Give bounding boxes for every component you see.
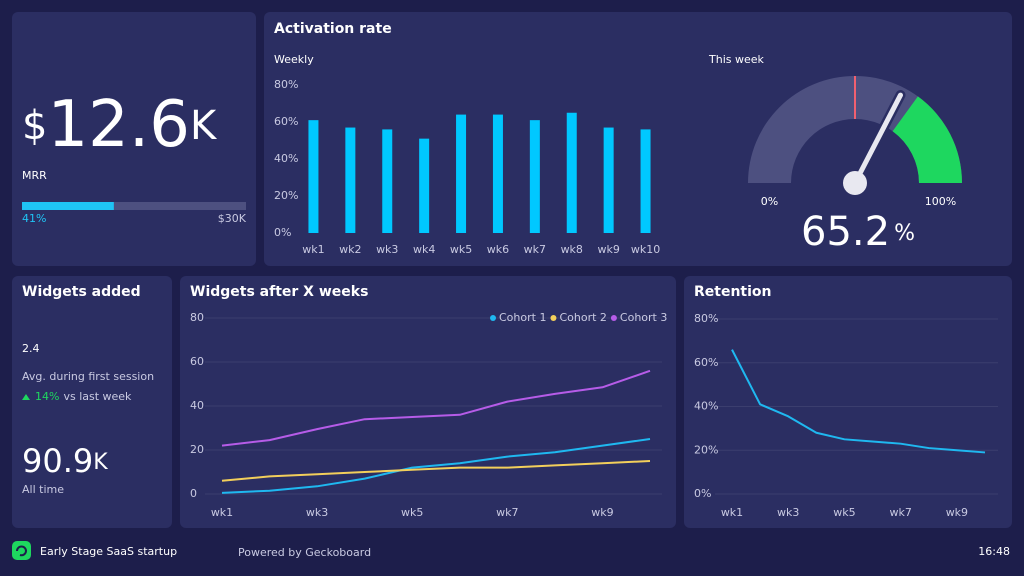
x-tick-label: wk1 [721, 506, 743, 519]
x-tick-label: wk3 [376, 243, 398, 256]
average-value: 2.4 [22, 342, 40, 355]
bar [566, 112, 577, 233]
x-tick-label: wk5 [401, 506, 423, 519]
y-tick-label: 20% [694, 443, 718, 456]
x-tick-label: wk7 [496, 506, 518, 519]
x-tick-label: wk7 [889, 506, 911, 519]
line-series [221, 460, 651, 482]
footer-title: Early Stage SaaS startup [40, 545, 177, 558]
legend-label: Cohort 2 [559, 311, 606, 324]
y-tick-label: 20 [190, 443, 204, 456]
panel-title: Widgets after X weeks [190, 284, 368, 300]
legend-label: Cohort 3 [620, 311, 667, 324]
line-series [221, 438, 651, 494]
x-tick-label: wk1 [211, 506, 233, 519]
bar [308, 120, 319, 233]
up-arrow [22, 394, 30, 400]
gauge-value-unit: % [894, 221, 915, 246]
y-tick-label: 40 [190, 399, 204, 412]
bar [382, 129, 393, 233]
legend-swatch [610, 315, 617, 321]
progress-label: 41% [22, 212, 46, 225]
x-tick-label: wk3 [777, 506, 799, 519]
bar [456, 114, 467, 233]
mrr-unit: K [190, 103, 218, 149]
bar [640, 129, 651, 233]
line-series [731, 349, 986, 454]
y-tick-label: 0% [274, 226, 291, 239]
progress-track [22, 202, 246, 210]
change-label: vs last week [63, 390, 132, 403]
bar [492, 114, 503, 233]
gauge-value-number: 65.2 [801, 209, 890, 255]
y-tick-label: 0 [190, 487, 197, 500]
x-tick-label: wk9 [946, 506, 968, 519]
x-tick-label: wk6 [487, 243, 509, 256]
change: 14% vs last week [35, 390, 132, 403]
mrr-label: MRR [22, 169, 47, 182]
all-time-label: All time [22, 483, 64, 496]
mrr-currency: $ [22, 103, 47, 149]
progress-target: $30K [218, 212, 247, 225]
gauge-hub [843, 171, 867, 195]
average-label: Avg. during first session [22, 370, 154, 383]
panel-title: Retention [694, 284, 772, 300]
mrr-value: $12.6K [22, 88, 218, 162]
change-value: 14% [35, 390, 59, 403]
x-tick-label: wk1 [302, 243, 324, 256]
legend-label: Cohort 1 [499, 311, 546, 324]
y-tick-label: 0% [694, 487, 711, 500]
logo [12, 541, 31, 560]
chart-subtitle: Weekly [274, 53, 314, 66]
x-tick-label: wk9 [597, 243, 619, 256]
x-tick-label: wk5 [833, 506, 855, 519]
y-tick-label: 40% [694, 400, 718, 413]
gauge-needle [852, 92, 903, 186]
line-series [221, 369, 651, 447]
bar [419, 138, 430, 233]
x-tick-label: wk4 [413, 243, 435, 256]
y-tick-label: 60% [694, 356, 718, 369]
gauge-band [892, 96, 962, 183]
panel-title: Activation rate [274, 21, 392, 37]
y-tick-label: 20% [274, 189, 298, 202]
y-tick-label: 40% [274, 152, 298, 165]
legend-swatch [550, 315, 557, 321]
gauge-tick-label: 0% [761, 195, 778, 208]
all-time-value: 90.9K [22, 442, 108, 480]
x-tick-label: wk3 [306, 506, 328, 519]
x-tick-label: wk2 [339, 243, 361, 256]
x-tick-label: wk7 [524, 243, 546, 256]
progress-fill [22, 202, 114, 210]
panel-title: Widgets added [22, 284, 141, 300]
gauge-tick-label: 100% [925, 195, 956, 208]
bar [529, 120, 540, 233]
bar [603, 127, 614, 233]
mrr-number: 12.6 [47, 88, 190, 162]
all-time-unit: K [93, 450, 108, 475]
bar [345, 127, 356, 233]
x-tick-label: wk8 [561, 243, 583, 256]
panel [264, 12, 1012, 266]
legend-swatch [490, 315, 496, 321]
y-tick-label: 80% [274, 78, 298, 91]
y-tick-label: 80 [190, 311, 204, 324]
powered-by: Powered by Geckoboard [238, 546, 371, 559]
y-tick-label: 60% [274, 115, 298, 128]
gauge-track [748, 76, 962, 183]
x-tick-label: wk9 [591, 506, 613, 519]
clock: 16:48 [978, 545, 1010, 558]
panel [684, 276, 1012, 528]
panel [12, 276, 172, 528]
chart-subtitle: This week [708, 53, 765, 66]
x-tick-label: wk5 [450, 243, 472, 256]
x-tick-label: wk10 [631, 243, 660, 256]
logo-mark [16, 545, 28, 557]
y-tick-label: 80% [694, 312, 718, 325]
y-tick-label: 60 [190, 355, 204, 368]
gauge-value: 65.2% [801, 209, 915, 255]
all-time-number: 90.9 [22, 442, 93, 480]
